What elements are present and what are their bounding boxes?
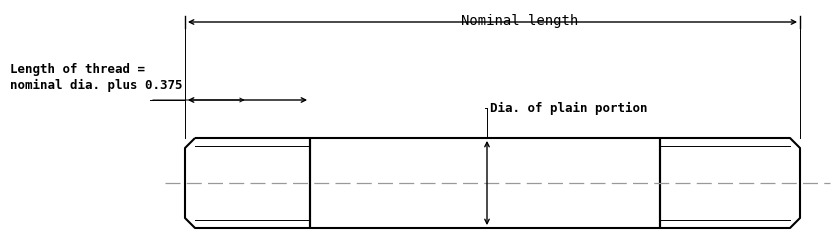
Text: Length of thread =: Length of thread =	[10, 64, 145, 77]
Text: nominal dia. plus 0.375: nominal dia. plus 0.375	[10, 78, 182, 91]
Text: Dia. of plain portion: Dia. of plain portion	[490, 102, 647, 114]
Text: Nominal length: Nominal length	[461, 14, 579, 28]
